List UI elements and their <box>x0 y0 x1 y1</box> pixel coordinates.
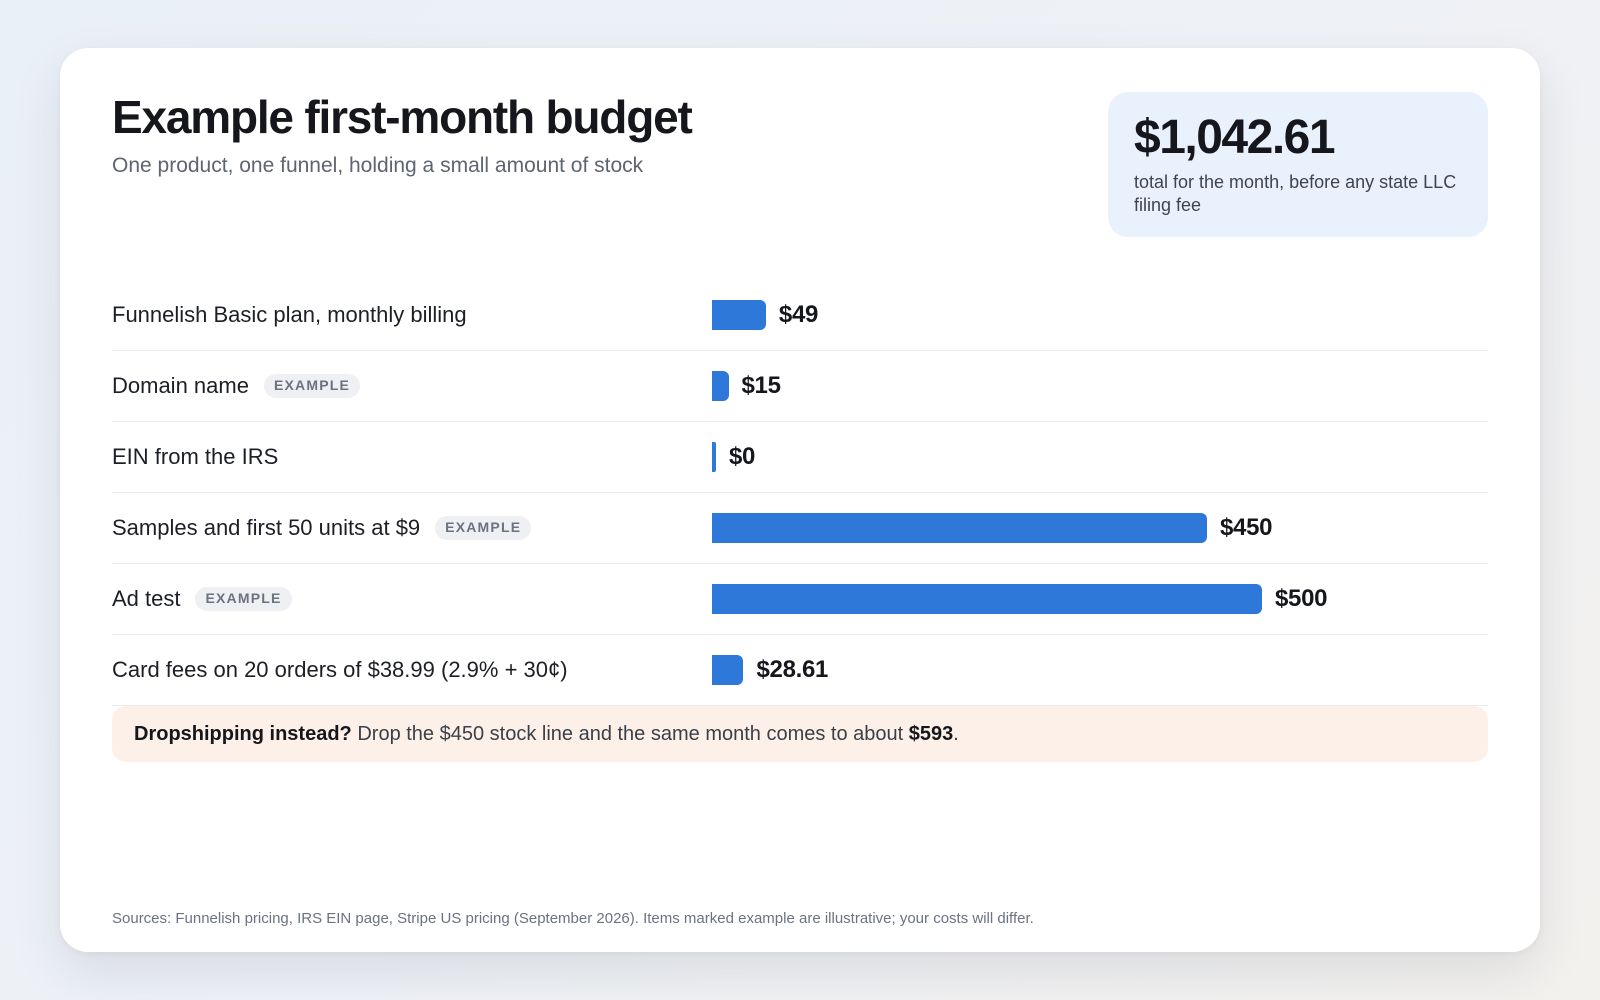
bar-value-label: $450 <box>1220 514 1273 541</box>
category-label: Samples and first 50 units at $9 <box>112 515 421 540</box>
dropshipping-callout: Dropshipping instead? Drop the $450 stoc… <box>112 706 1488 762</box>
bar-value-label: $15 <box>741 372 781 399</box>
bar <box>712 442 716 472</box>
sources-footnote: Sources: Funnelish pricing, IRS EIN page… <box>112 910 1034 927</box>
budget-row: Domain name EXAMPLE $15 <box>112 351 1488 422</box>
budget-row: Card fees on 20 orders of $38.99 (2.9% +… <box>112 635 1488 706</box>
category-label: EIN from the IRS <box>112 444 279 469</box>
bar-value-label: $500 <box>1275 585 1328 612</box>
example-badge: EXAMPLE <box>435 516 532 540</box>
row-label: Domain name EXAMPLE <box>112 351 361 421</box>
bar-area: $450 <box>712 493 1273 563</box>
bar-value-label: $49 <box>778 301 819 328</box>
budget-row: Funnelish Basic plan, monthly billing $49 <box>112 280 1488 351</box>
bar-value-label: $0 <box>729 443 756 470</box>
category-label: Funnelish Basic plan, monthly billing <box>112 302 467 327</box>
bar <box>712 655 744 685</box>
budget-row: EIN from the IRS $0 <box>112 422 1488 493</box>
bar-area: $28.61 <box>712 635 828 705</box>
bar-area: $15 <box>712 351 781 421</box>
bar-area: $500 <box>712 564 1328 634</box>
bar-area: $0 <box>712 422 755 492</box>
category-label: Card fees on 20 orders of $38.99 (2.9% +… <box>112 657 568 682</box>
row-label: Card fees on 20 orders of $38.99 (2.9% +… <box>112 635 568 705</box>
row-label: Ad test EXAMPLE <box>112 564 292 634</box>
callout-text: Drop the $450 stock line and the same mo… <box>351 722 909 745</box>
callout-amount: $593 <box>908 722 954 745</box>
budget-card: Example first-month budget One product, … <box>60 48 1540 952</box>
budget-bar-chart: Funnelish Basic plan, monthly billing $49… <box>112 280 1488 706</box>
bar <box>712 513 1207 543</box>
page-subtitle: One product, one funnel, holding a small… <box>112 154 644 177</box>
row-label: EIN from the IRS <box>112 422 278 492</box>
bar <box>712 371 729 401</box>
row-label: Samples and first 50 units at $9 EXAMPLE <box>112 493 532 563</box>
category-label: Ad test <box>112 586 181 611</box>
bar-value-label: $28.61 <box>756 656 829 683</box>
total-summary: $1,042.61 total for the month, before an… <box>1108 92 1488 237</box>
callout-end: . <box>953 722 959 745</box>
example-badge: EXAMPLE <box>263 374 361 398</box>
total-note: total for the month, before any state LL… <box>1134 171 1457 216</box>
callout-lead: Dropshipping instead? <box>134 722 352 745</box>
bar <box>712 300 766 330</box>
bar-area: $49 <box>712 280 818 350</box>
budget-row: Samples and first 50 units at $9 EXAMPLE $… <box>112 493 1488 564</box>
row-label: Funnelish Basic plan, monthly billing <box>112 280 467 350</box>
page-title: Example first-month budget <box>112 91 693 143</box>
budget-row: Ad test EXAMPLE $500 <box>112 564 1488 635</box>
bar <box>712 584 1262 614</box>
example-badge: EXAMPLE <box>195 587 292 611</box>
category-label: Domain name <box>112 373 249 398</box>
total-amount: $1,042.61 <box>1134 111 1336 164</box>
